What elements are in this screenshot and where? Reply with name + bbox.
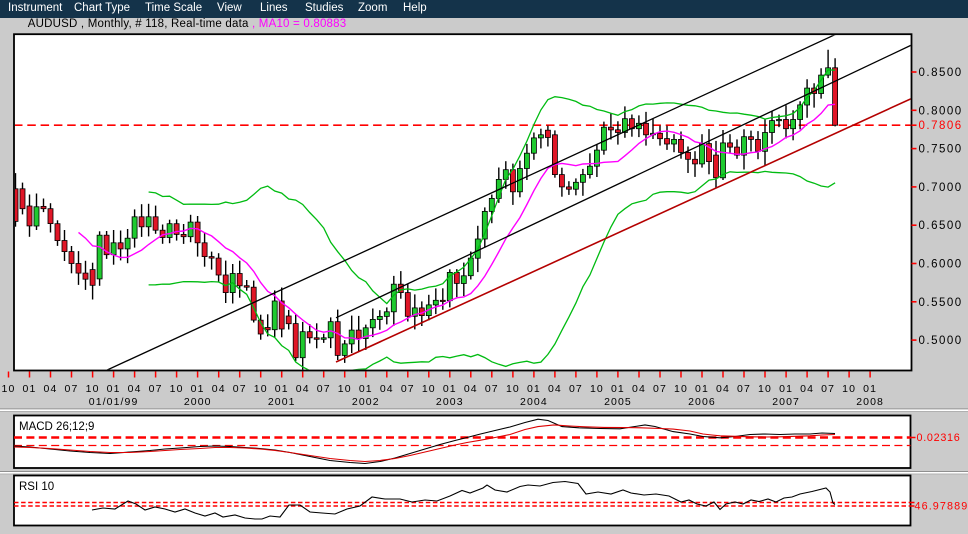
svg-text:01: 01 [23, 383, 37, 395]
svg-text:0.6500: 0.6500 [919, 220, 963, 232]
svg-text:01: 01 [611, 383, 625, 395]
svg-text:04: 04 [44, 383, 58, 395]
svg-text:2002: 2002 [352, 396, 380, 408]
svg-text:2006: 2006 [688, 396, 716, 408]
svg-text:10: 10 [674, 383, 688, 395]
svg-text:10: 10 [590, 383, 604, 395]
svg-text:2007: 2007 [772, 396, 800, 408]
svg-text:2001: 2001 [268, 396, 296, 408]
svg-text:0.5500: 0.5500 [919, 297, 963, 309]
svg-text:01: 01 [695, 383, 709, 395]
svg-text:10: 10 [842, 383, 856, 395]
svg-text:2008: 2008 [856, 396, 884, 408]
svg-text:0.5000: 0.5000 [919, 335, 963, 347]
svg-text:07: 07 [149, 383, 163, 395]
svg-text:04: 04 [800, 383, 814, 395]
svg-text:01/01/99: 01/01/99 [89, 396, 139, 408]
svg-text:0.02316: 0.02316 [917, 432, 961, 444]
svg-text:04: 04 [548, 383, 562, 395]
svg-text:07: 07 [65, 383, 79, 395]
svg-text:07: 07 [233, 383, 247, 395]
svg-text:04: 04 [716, 383, 730, 395]
svg-text:04: 04 [212, 383, 226, 395]
svg-text:04: 04 [632, 383, 646, 395]
svg-text:04: 04 [380, 383, 394, 395]
svg-text:0.7000: 0.7000 [919, 182, 963, 194]
svg-text:10: 10 [422, 383, 436, 395]
svg-text:01: 01 [863, 383, 877, 395]
svg-text:07: 07 [401, 383, 415, 395]
svg-text:07: 07 [653, 383, 667, 395]
svg-text:10: 10 [86, 383, 100, 395]
svg-text:0.8500: 0.8500 [919, 67, 963, 79]
svg-text:2005: 2005 [604, 396, 632, 408]
svg-text:01: 01 [779, 383, 793, 395]
svg-text:46.97889: 46.97889 [915, 501, 968, 513]
svg-text:2000: 2000 [184, 396, 212, 408]
svg-text:0.6000: 0.6000 [919, 259, 963, 271]
svg-text:04: 04 [128, 383, 142, 395]
svg-text:01: 01 [275, 383, 289, 395]
svg-text:0.7806: 0.7806 [919, 120, 963, 132]
svg-text:10: 10 [506, 383, 520, 395]
svg-text:MACD 26;12;9: MACD 26;12;9 [19, 421, 94, 433]
svg-text:07: 07 [569, 383, 583, 395]
svg-text:2004: 2004 [520, 396, 548, 408]
svg-text:0.7500: 0.7500 [919, 144, 963, 156]
svg-text:04: 04 [464, 383, 478, 395]
svg-text:07: 07 [821, 383, 835, 395]
svg-text:0.8000: 0.8000 [919, 105, 963, 117]
svg-text:01: 01 [443, 383, 457, 395]
svg-text:07: 07 [737, 383, 751, 395]
svg-text:01: 01 [359, 383, 373, 395]
svg-text:07: 07 [485, 383, 499, 395]
svg-text:04: 04 [296, 383, 310, 395]
svg-text:2003: 2003 [436, 396, 464, 408]
svg-text:01: 01 [191, 383, 205, 395]
svg-text:01: 01 [527, 383, 541, 395]
svg-text:10: 10 [338, 383, 352, 395]
svg-text:10: 10 [758, 383, 772, 395]
svg-text:10: 10 [254, 383, 268, 395]
svg-text:RSI 10: RSI 10 [19, 481, 54, 493]
svg-text:01: 01 [107, 383, 121, 395]
svg-text:10: 10 [170, 383, 184, 395]
svg-text:07: 07 [317, 383, 331, 395]
svg-text:10: 10 [2, 383, 16, 395]
